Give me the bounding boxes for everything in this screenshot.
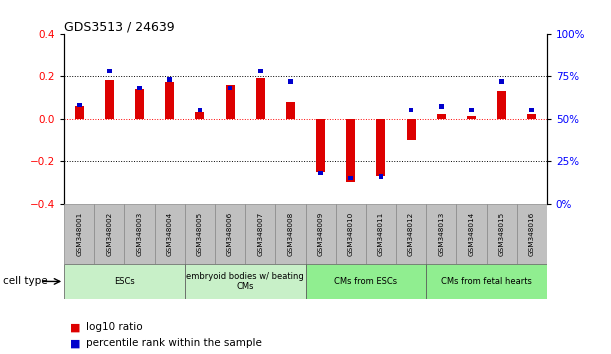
Text: log10 ratio: log10 ratio <box>86 322 142 332</box>
Text: ■: ■ <box>70 338 81 348</box>
Bar <box>125 204 155 264</box>
Bar <box>185 264 306 299</box>
Text: GSM348010: GSM348010 <box>348 211 354 256</box>
Bar <box>499 79 504 84</box>
Bar <box>155 204 185 264</box>
Bar <box>228 86 232 90</box>
Text: CMs from fetal hearts: CMs from fetal hearts <box>441 277 532 286</box>
Bar <box>77 103 81 107</box>
Text: GSM348013: GSM348013 <box>438 211 444 256</box>
Text: GSM348009: GSM348009 <box>318 211 324 256</box>
Bar <box>64 264 185 299</box>
Bar <box>530 108 534 113</box>
Text: percentile rank within the sample: percentile rank within the sample <box>86 338 262 348</box>
Bar <box>527 114 536 119</box>
Bar <box>406 119 415 140</box>
Bar <box>439 104 444 109</box>
Text: GSM348008: GSM348008 <box>287 211 293 256</box>
Text: GSM348016: GSM348016 <box>529 211 535 256</box>
Bar <box>215 204 245 264</box>
Bar <box>197 108 202 113</box>
Bar <box>135 89 144 119</box>
Bar <box>245 204 276 264</box>
Bar <box>426 264 547 299</box>
Bar <box>379 174 383 179</box>
Bar <box>409 108 414 113</box>
Text: GSM348002: GSM348002 <box>106 211 112 256</box>
Bar <box>346 119 355 182</box>
Text: CMs from ESCs: CMs from ESCs <box>334 277 397 286</box>
Bar <box>94 204 125 264</box>
Text: GSM348007: GSM348007 <box>257 211 263 256</box>
Bar <box>318 171 323 175</box>
Text: GSM348011: GSM348011 <box>378 211 384 256</box>
Bar <box>517 204 547 264</box>
Text: ■: ■ <box>70 322 81 332</box>
Bar <box>165 82 174 119</box>
Bar <box>225 85 235 119</box>
Bar <box>396 204 426 264</box>
Bar <box>276 204 306 264</box>
Bar <box>167 77 172 82</box>
Bar <box>256 78 265 119</box>
Bar <box>64 204 94 264</box>
Bar <box>469 108 474 113</box>
Bar <box>437 114 446 119</box>
Bar <box>376 119 386 176</box>
Bar <box>467 116 476 119</box>
Bar <box>456 204 486 264</box>
Bar <box>306 204 335 264</box>
Bar <box>185 204 215 264</box>
Text: GSM348004: GSM348004 <box>167 211 173 256</box>
Text: GSM348003: GSM348003 <box>137 211 142 256</box>
Text: GSM348012: GSM348012 <box>408 211 414 256</box>
Text: ESCs: ESCs <box>114 277 135 286</box>
Bar <box>286 102 295 119</box>
Text: embryoid bodies w/ beating
CMs: embryoid bodies w/ beating CMs <box>186 272 304 291</box>
Bar <box>258 69 263 73</box>
Text: GSM348014: GSM348014 <box>469 211 474 256</box>
Text: GSM348006: GSM348006 <box>227 211 233 256</box>
Text: GSM348005: GSM348005 <box>197 211 203 256</box>
Bar <box>105 80 114 119</box>
Bar <box>137 86 142 90</box>
Bar <box>497 91 506 119</box>
Bar <box>288 79 293 84</box>
Bar <box>426 204 456 264</box>
Text: GSM348001: GSM348001 <box>76 211 82 256</box>
Text: GDS3513 / 24639: GDS3513 / 24639 <box>64 21 175 34</box>
Bar <box>306 264 426 299</box>
Bar <box>107 69 112 73</box>
Bar <box>486 204 517 264</box>
Bar <box>316 119 325 172</box>
Bar <box>75 106 84 119</box>
Bar <box>366 204 396 264</box>
Text: GSM348015: GSM348015 <box>499 211 505 256</box>
Bar <box>348 176 353 181</box>
Bar <box>196 112 205 119</box>
Bar <box>335 204 366 264</box>
Text: cell type: cell type <box>3 276 48 286</box>
